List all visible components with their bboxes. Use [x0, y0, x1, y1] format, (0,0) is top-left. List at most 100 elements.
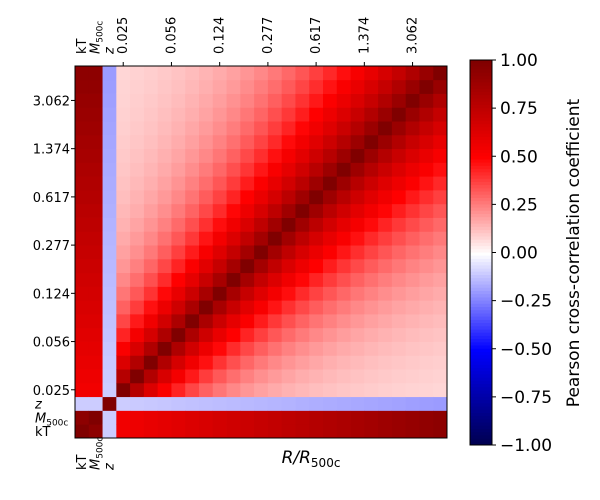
heatmap-cell [267, 327, 283, 342]
heatmap-cell [130, 134, 145, 150]
heatmap-cell [405, 396, 420, 411]
heatmap-cell [75, 162, 90, 177]
heatmap-cell [281, 327, 296, 342]
heatmap-cell [419, 327, 434, 342]
heatmap-cell [199, 148, 214, 163]
heatmap-cell [419, 176, 434, 191]
colorbar-segment [470, 300, 492, 305]
heatmap-cell [116, 314, 131, 329]
colorbar-segment [470, 368, 492, 372]
colorbar-segment [470, 63, 492, 67]
heatmap-cell [254, 410, 269, 425]
heatmap-cell [281, 121, 296, 136]
heatmap-cell [88, 286, 103, 301]
heatmap-cell [254, 258, 269, 274]
heatmap-cell [185, 369, 200, 384]
x-scalar-label-bottom: z [102, 462, 117, 471]
heatmap-cell [295, 231, 310, 246]
heatmap-cell [116, 245, 131, 260]
heatmap-cell [116, 327, 131, 342]
heatmap-cell [336, 176, 351, 191]
heatmap-cell [157, 217, 172, 232]
heatmap-cell [391, 190, 407, 205]
heatmap-cell [323, 314, 338, 329]
heatmap-cell [157, 121, 172, 136]
colorbar-segment [470, 92, 492, 96]
heatmap-cell [350, 396, 365, 411]
heatmap-cell [419, 203, 434, 218]
heatmap-cell [199, 66, 214, 81]
heatmap-cell [281, 231, 296, 246]
colorbar-segment [470, 191, 492, 196]
heatmap-cell [130, 66, 145, 81]
y-scalar-label: M500c [35, 411, 68, 428]
heatmap-cell [350, 286, 365, 301]
heatmap-cell [281, 410, 296, 425]
colorbar-segment [470, 220, 492, 225]
heatmap-cell [116, 286, 131, 301]
colorbar-segment [470, 214, 492, 218]
heatmap-cell [350, 134, 365, 150]
heatmap-cell [102, 327, 117, 342]
heatmap-cell [157, 190, 172, 205]
heatmap-cell [419, 355, 434, 370]
colorbar-segment [470, 153, 492, 157]
heatmap-cell [171, 327, 186, 342]
heatmap-cell [309, 190, 324, 205]
heatmap-cell [281, 176, 296, 191]
heatmap-cell [226, 314, 241, 329]
heatmap-cell [433, 410, 448, 425]
heatmap-cell [350, 382, 365, 398]
heatmap-cell [199, 410, 214, 425]
heatmap-cell [336, 327, 351, 342]
heatmap-cell [254, 314, 269, 329]
heatmap-cell [254, 382, 269, 398]
heatmap-cell [130, 314, 145, 329]
heatmap-cell [75, 369, 90, 384]
heatmap-cell [102, 300, 117, 315]
heatmap-cell [419, 231, 434, 246]
heatmap-cell [364, 258, 379, 274]
heatmap-cell [102, 341, 117, 356]
heatmap-cell [267, 148, 283, 163]
heatmap-cell [364, 134, 379, 150]
colorbar-segment [470, 130, 492, 135]
heatmap-cell [267, 396, 283, 411]
heatmap-cell [336, 369, 351, 384]
heatmap-cell [199, 369, 214, 384]
heatmap-cell [130, 231, 145, 246]
heatmap-cell [157, 355, 172, 370]
heatmap-cell [419, 258, 434, 274]
heatmap-cell [391, 107, 407, 122]
heatmap-cell [323, 121, 338, 136]
heatmap-cell [88, 107, 103, 122]
heatmap-cell [199, 162, 214, 177]
heatmap-cell [199, 79, 214, 94]
heatmap-cell [240, 162, 255, 177]
heatmap-cell [157, 176, 172, 191]
heatmap-cell [143, 162, 159, 177]
heatmap-cell [378, 314, 393, 329]
heatmap-cell [309, 176, 324, 191]
plot-frame [74, 65, 448, 439]
heatmap-cell [391, 258, 407, 274]
heatmap-cell [281, 258, 296, 274]
heatmap-cell [185, 162, 200, 177]
heatmap-cell [378, 258, 393, 274]
heatmap-cell [240, 410, 255, 425]
heatmap-cell [419, 79, 434, 94]
heatmap-cell [336, 286, 351, 301]
colorbar: 1.00 0.75 0.50 0.25 0.00 −0.25 −0.50 −0.75 −1.00 [469, 51, 552, 456]
heatmap-cell [116, 134, 131, 150]
heatmap-cell [240, 382, 255, 398]
colorbar-segment [470, 316, 492, 321]
heatmap-cell [336, 410, 351, 425]
heatmap-cell [391, 121, 407, 136]
heatmap-cell [212, 217, 227, 232]
heatmap-cell [281, 203, 296, 218]
heatmap-cell [281, 286, 296, 301]
heatmap-cell [433, 231, 448, 246]
heatmap-cell [405, 286, 420, 301]
y-scalar-label: kT [35, 425, 51, 440]
heatmap-cell [171, 203, 186, 218]
